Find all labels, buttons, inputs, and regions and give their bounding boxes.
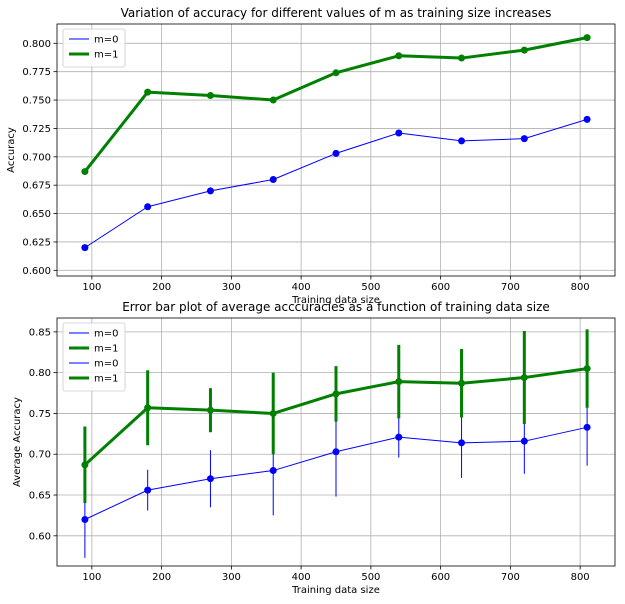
data-point [583, 34, 591, 42]
legend-label: m=0 [94, 35, 118, 46]
x-tick-label: 700 [501, 282, 520, 293]
data-point [458, 379, 466, 387]
data-point [520, 374, 528, 382]
data-point [395, 52, 403, 60]
legend-label: m=1 [94, 374, 118, 385]
series-m=0 [81, 115, 591, 252]
data-point [583, 365, 591, 373]
data-point [81, 168, 89, 176]
data-point [520, 135, 528, 143]
data-point [269, 409, 277, 417]
x-tick-label: 400 [292, 572, 311, 583]
data-point [144, 88, 152, 96]
x-tick-label: 300 [222, 572, 241, 583]
x-tick-label: 500 [361, 282, 380, 293]
data-point [583, 423, 591, 431]
y-tick-label: 0.675 [22, 181, 51, 192]
data-point [269, 96, 277, 104]
x-tick-label: 600 [431, 282, 450, 293]
y-axis-label: Average Accuracy [12, 397, 23, 487]
data-point [206, 187, 214, 195]
chart-1: 100 200 300 400 500 600 700 800 0.600 0.625 0.650 0… [6, 6, 616, 306]
data-point [144, 404, 152, 412]
legend-box [62, 322, 126, 392]
data-point [269, 467, 277, 475]
data-point [206, 475, 214, 483]
chart-title: Error bar plot of average acccuracies as… [122, 300, 550, 314]
y-tick-label: 0.60 [29, 531, 51, 542]
x-tick-label: 500 [361, 572, 380, 583]
x-tick-label: 200 [152, 572, 171, 583]
data-point [395, 378, 403, 386]
data-point [458, 54, 466, 62]
y-tick-label: 0.725 [22, 124, 51, 135]
data-point [206, 406, 214, 414]
data-point [332, 69, 340, 77]
legend: m=0m=1 [62, 28, 126, 68]
y-tick-label: 0.80 [29, 368, 51, 379]
x-tick-label: 800 [571, 572, 590, 583]
legend-label: m=0 [94, 329, 118, 340]
x-tick-label: 300 [222, 282, 241, 293]
data-point [332, 149, 340, 157]
series-m=1 [81, 34, 591, 176]
data-point [458, 137, 466, 145]
x-axis-label: Training data size [291, 295, 380, 306]
data-point [206, 92, 214, 100]
x-axis-label: Training data size [291, 585, 380, 596]
data-point [81, 461, 89, 469]
data-point [520, 46, 528, 54]
y-tick-label: 0.650 [22, 209, 51, 220]
x-tick-label: 700 [501, 572, 520, 583]
x-tick-label: 100 [82, 282, 101, 293]
legend-label: m=1 [94, 50, 118, 61]
axes-frame [56, 317, 616, 567]
y-tick-label: 0.65 [29, 491, 51, 502]
y-tick-label: 0.600 [22, 266, 51, 277]
chart-title: Variation of accuracy for different valu… [121, 6, 552, 20]
data-point [332, 390, 340, 398]
legend: m=0 m=1 m=0 m=1 [62, 322, 126, 392]
y-tick-label: 0.625 [22, 237, 51, 248]
y-tick-label: 0.775 [22, 67, 51, 78]
x-tick-label: 600 [431, 572, 450, 583]
y-axis-label: Accuracy [6, 127, 17, 173]
data-point [458, 439, 466, 447]
chart-2: 100 200 300 400 500 600 700 800 0.60 0.65 0.70 0.75… [12, 300, 616, 596]
data-point [269, 176, 277, 184]
data-point [144, 486, 152, 494]
data-point [395, 433, 403, 441]
series-m=1 [81, 329, 591, 504]
x-tick-label: 100 [82, 572, 101, 583]
legend-label: m=1 [94, 344, 118, 355]
y-tick-label: 0.70 [29, 450, 51, 461]
data-point [81, 516, 89, 523]
data-point [81, 244, 89, 252]
y-tick-label: 0.750 [22, 96, 51, 107]
x-tick-label: 800 [571, 282, 590, 293]
axes-frame [56, 23, 616, 277]
data-point [144, 203, 152, 211]
y-tick-label: 0.800 [22, 39, 51, 50]
data-point [520, 437, 528, 445]
data-point [583, 115, 591, 123]
y-tick-label: 0.85 [29, 327, 51, 338]
series-line [84, 118, 588, 249]
x-tick-label: 200 [152, 282, 171, 293]
legend-label: m=0 [94, 359, 118, 370]
data-point [332, 448, 340, 456]
x-tick-label: 400 [292, 282, 311, 293]
y-tick-label: 0.75 [29, 409, 51, 420]
y-tick-label: 0.700 [22, 152, 51, 163]
data-point [395, 129, 403, 137]
